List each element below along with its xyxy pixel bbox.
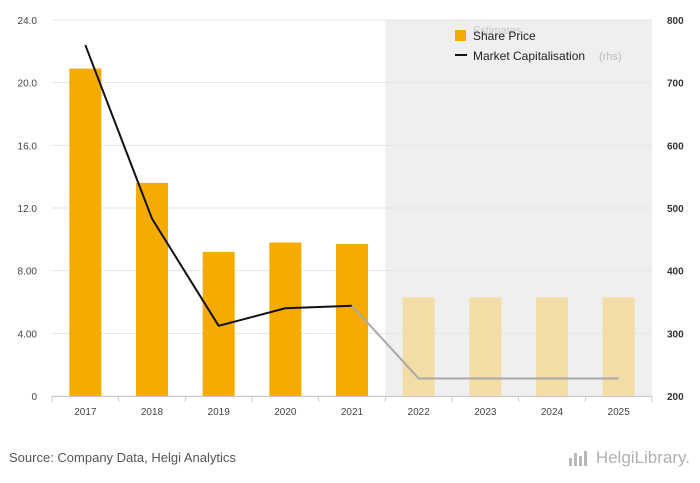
legend-label-market-cap: Market Capitalisation	[473, 49, 585, 63]
bar-share-price	[69, 68, 102, 397]
bar-share-price	[536, 297, 568, 396]
source-note: Source: Company Data, Helgi Analytics	[9, 450, 236, 465]
x-tick-label: 2017	[74, 407, 97, 418]
x-tick-label: 2019	[208, 407, 231, 418]
x-tick-label: 2020	[274, 407, 297, 418]
y-left-tick-label: 4.00	[18, 329, 38, 340]
y-right-tick-label: 200	[667, 392, 684, 403]
x-tick-label: 2018	[141, 407, 164, 418]
y-left-tick-label: 8.00	[18, 267, 38, 278]
legend-label-rhs: (rhs)	[599, 51, 622, 63]
line-market-cap-actual	[84, 44, 353, 327]
x-tick-label: 2025	[608, 407, 631, 418]
bar-share-price	[269, 242, 302, 396]
brand-name: HelgiLibrary.	[595, 448, 690, 467]
y-left-tick-label: 20.0	[18, 79, 38, 90]
legend-swatch-share-price	[455, 30, 466, 41]
estimates-label: Estimates	[473, 25, 522, 37]
y-left-tick-label: 0	[31, 392, 37, 403]
y-right-tick-label: 700	[667, 79, 684, 90]
bar-share-price	[136, 182, 168, 396]
y-left-tick-label: 16.0	[18, 141, 38, 152]
x-tick-label: 2021	[341, 407, 364, 418]
bar-share-price	[469, 297, 502, 396]
x-tick-label: 2022	[408, 407, 431, 418]
y-right-tick-label: 300	[667, 329, 684, 340]
line-market-cap-estimate	[351, 305, 619, 380]
x-tick-label: 2024	[541, 407, 564, 418]
bar-share-price	[336, 244, 368, 396]
y-right-tick-label: 400	[667, 267, 684, 278]
bar-share-price	[602, 297, 635, 396]
x-tick-label: 2023	[474, 407, 497, 418]
bar-share-price	[402, 297, 435, 396]
y-left-tick-label: 24.0	[18, 16, 38, 27]
legend-label-share-price: Share Price	[473, 29, 536, 43]
y-right-tick-label: 600	[667, 141, 684, 152]
y-left-tick-label: 12.0	[18, 204, 38, 215]
library-icon	[568, 450, 591, 466]
y-right-tick-label: 500	[667, 204, 684, 215]
brand-logo: HelgiLibrary.	[568, 448, 690, 468]
y-right-tick-label: 800	[667, 16, 684, 27]
